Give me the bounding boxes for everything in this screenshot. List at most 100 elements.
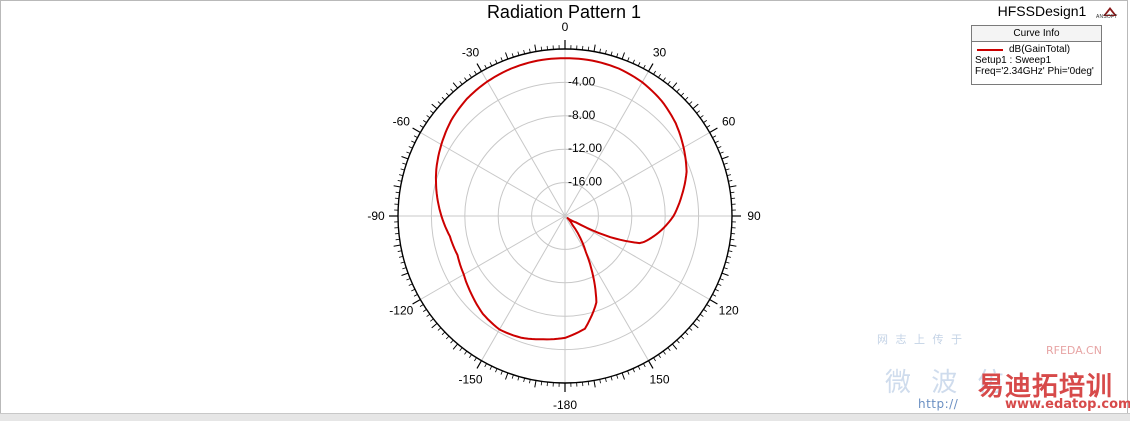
curve-layer: [434, 57, 688, 341]
angle-tick-mark: [397, 250, 402, 252]
angle-tick-mark: [459, 81, 463, 85]
angle-tick-label: 30: [653, 45, 667, 59]
angle-tick-mark: [534, 380, 537, 388]
angle-tick-mark: [692, 322, 699, 329]
angle-tick-mark: [696, 318, 700, 322]
angle-tick-mark: [534, 44, 537, 52]
angle-tick-mark: [653, 70, 656, 75]
angle-tick-mark: [523, 49, 525, 55]
series-line-gaintotal: [434, 57, 688, 341]
angle-tick-mark: [445, 92, 450, 97]
angle-tick-mark: [721, 272, 729, 276]
angle-tick-mark: [699, 313, 704, 317]
angle-tick-mark: [667, 347, 671, 351]
angle-tick-mark: [605, 49, 607, 55]
angle-tick-mark: [540, 381, 543, 386]
angle-tick-mark: [423, 120, 427, 123]
angle-tick-label: 90: [747, 209, 761, 223]
polar-labels: 0 30 60 90 120 150 -180 -150 -120 -90 -60 -30 -4.00 -…: [367, 20, 761, 412]
angle-tick-mark: [726, 256, 732, 258]
angle-tick-mark: [703, 309, 707, 312]
angle-tick-mark: [721, 156, 729, 160]
angle-tick-mark: [476, 360, 483, 369]
ansoft-logo: [1097, 6, 1123, 22]
angle-tick-mark: [653, 357, 656, 362]
angle-tick-mark: [495, 59, 498, 64]
angle-tick-mark: [632, 59, 635, 64]
angle-tick-mark: [662, 77, 666, 82]
angle-tick-mark: [667, 81, 671, 85]
angle-tick-mark: [437, 101, 442, 105]
angle-tick-mark: [393, 185, 401, 188]
angle-tick-label: -150: [458, 373, 482, 387]
angle-tick-mark: [632, 368, 635, 373]
angle-tick-mark: [647, 360, 654, 369]
angle-tick-mark: [714, 288, 719, 292]
angle-tick-mark: [412, 298, 421, 305]
angle-tick-mark: [605, 377, 607, 383]
legend-curve-label: dB(GainTotal): [1009, 44, 1071, 55]
angle-tick-mark: [408, 146, 413, 149]
angle-tick-mark: [426, 115, 431, 119]
angle-tick-mark: [450, 88, 454, 93]
angle-tick-mark: [725, 261, 730, 264]
angle-tick-mark: [500, 57, 503, 62]
angle-tick-mark: [599, 48, 601, 53]
angle-tick-mark: [627, 57, 630, 62]
radial-tick-label: -4.00: [568, 74, 596, 88]
window-bottom-strip: [0, 413, 1130, 421]
angle-tick-mark: [511, 374, 514, 379]
angle-tick-mark: [610, 51, 613, 56]
angle-tick-mark: [616, 374, 619, 379]
angle-tick-mark: [452, 82, 459, 89]
angle-tick-mark: [540, 46, 543, 51]
angle-tick-mark: [696, 110, 700, 114]
angle-tick-mark: [725, 168, 730, 171]
angle-tick-mark: [450, 339, 454, 344]
angular-grid-spoke: [481, 215, 566, 361]
legend-entry[interactable]: dB(GainTotal): [975, 44, 1098, 55]
angle-tick-label: -90: [367, 209, 385, 223]
angle-tick-mark: [402, 267, 407, 270]
angle-tick-mark: [419, 125, 424, 128]
radial-tick-label: -8.00: [568, 108, 596, 122]
watermark-site-tag: RFEDA.CN: [1046, 344, 1102, 357]
radial-tick-label: -12.00: [568, 141, 602, 155]
angle-tick-mark: [469, 74, 472, 78]
angle-tick-mark: [495, 368, 498, 373]
angle-tick-mark: [587, 46, 590, 51]
angle-tick-mark: [643, 363, 646, 368]
angle-tick-mark: [402, 162, 407, 165]
angle-tick-mark: [599, 379, 601, 384]
angle-tick-mark: [411, 140, 416, 144]
angle-tick-mark: [671, 343, 678, 350]
angle-tick-mark: [441, 96, 446, 101]
angle-tick-mark: [658, 74, 661, 78]
angular-grid-spoke: [420, 215, 566, 300]
angle-tick-mark: [621, 52, 625, 60]
watermark-url-domain: www.edatop.com: [1005, 397, 1130, 412]
angle-tick-mark: [426, 313, 431, 317]
angle-tick-mark: [730, 191, 735, 194]
angular-grid-spoke: [481, 71, 566, 217]
angle-tick-mark: [484, 363, 487, 368]
angle-tick-mark: [489, 62, 493, 67]
angle-tick-mark: [671, 82, 678, 89]
angle-tick-label: -180: [553, 398, 577, 412]
angle-tick-label: -60: [393, 115, 411, 129]
plot-window-frame: [0, 0, 1128, 413]
angle-tick-mark: [684, 96, 689, 101]
angle-tick-mark: [706, 304, 711, 307]
polar-grid: [397, 48, 733, 384]
angle-tick-mark: [430, 110, 434, 114]
legend-setup-line: Setup1 : Sweep1: [975, 55, 1052, 66]
angle-tick-mark: [395, 191, 400, 194]
angle-tick-mark: [729, 185, 737, 188]
angle-tick-mark: [476, 63, 483, 72]
angle-tick-mark: [505, 52, 509, 60]
design-name: HFSSDesign1: [998, 3, 1087, 19]
angle-tick-mark: [484, 64, 487, 69]
legend-freq-line: Freq='2.34GHz' Phi='0deg': [975, 66, 1094, 77]
curve-info-legend[interactable]: Curve Info dB(GainTotal) Setup1 : Sweep1…: [971, 25, 1102, 85]
